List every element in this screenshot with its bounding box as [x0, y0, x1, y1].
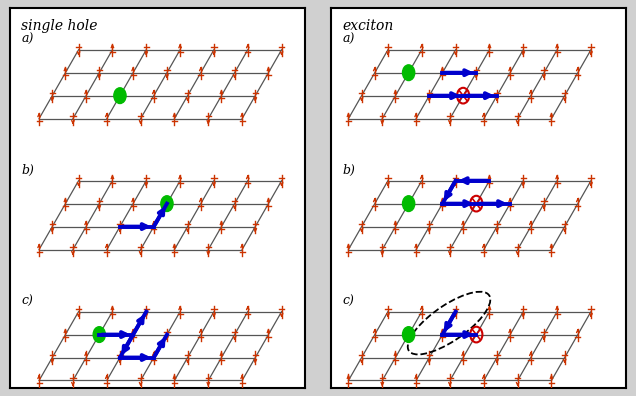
Text: c): c) [343, 295, 354, 308]
Text: b): b) [343, 164, 356, 177]
Text: exciton: exciton [343, 19, 394, 33]
Circle shape [403, 65, 415, 80]
Circle shape [161, 196, 173, 211]
Text: a): a) [22, 33, 34, 46]
Circle shape [403, 327, 415, 343]
Circle shape [93, 327, 106, 343]
Text: b): b) [22, 164, 34, 177]
Circle shape [114, 88, 126, 103]
Text: a): a) [343, 33, 355, 46]
Text: c): c) [22, 295, 33, 308]
Circle shape [403, 196, 415, 211]
Text: single hole: single hole [22, 19, 98, 33]
